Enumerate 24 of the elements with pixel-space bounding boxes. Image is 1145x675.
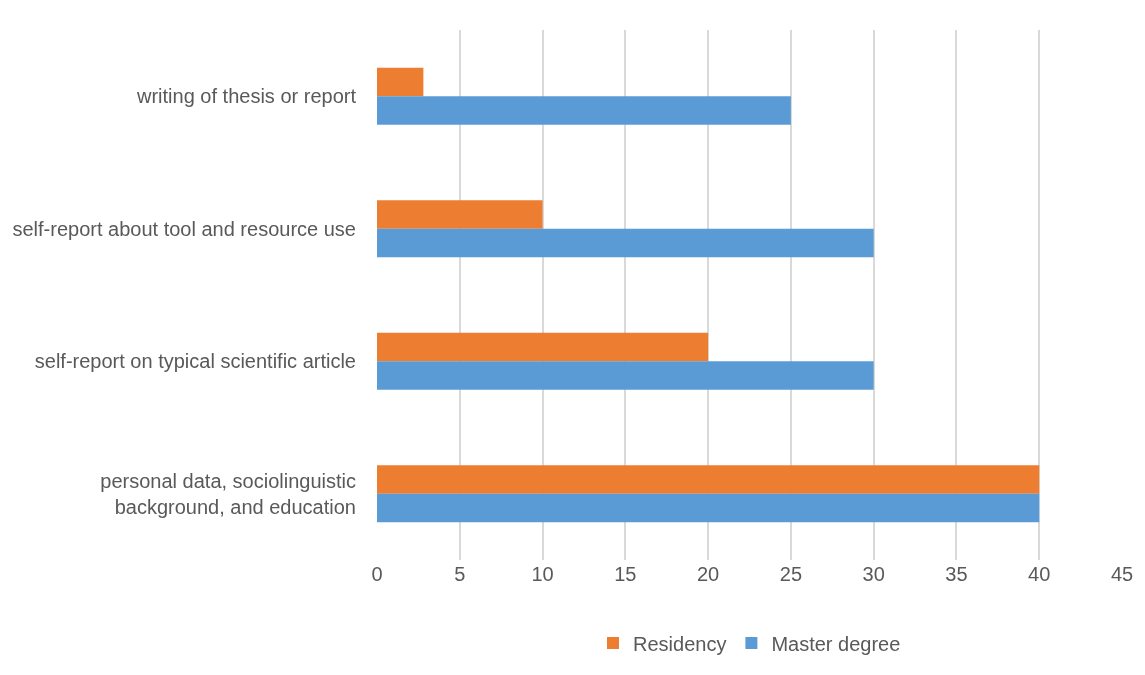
bar [377, 493, 1040, 523]
bar [377, 200, 543, 229]
legend-label: Master degree [771, 632, 901, 655]
x-tick-label: 15 [614, 563, 637, 585]
x-tick-label: 25 [779, 563, 803, 585]
x-tick-label: 35 [945, 563, 968, 585]
x-tick-label: 5 [454, 563, 466, 585]
y-tick-label: writing of thesis or report [136, 85, 357, 108]
bar [377, 465, 1040, 494]
x-tick-label: 0 [371, 563, 383, 585]
bar [377, 96, 791, 125]
x-tick-label: 30 [862, 563, 885, 585]
bar [377, 361, 874, 390]
x-tick-label: 40 [1028, 563, 1051, 585]
y-tick-label: self-report about tool and resource use [12, 217, 356, 240]
y-tick-label: self-report on typical scientific article [34, 350, 356, 373]
x-tick-label: 10 [531, 563, 554, 585]
bar [377, 228, 874, 258]
x-tick-label: 45 [1110, 563, 1134, 585]
bar [377, 67, 424, 97]
legend-label: Residency [633, 632, 727, 655]
bar [377, 332, 709, 362]
x-tick-label: 20 [696, 563, 720, 585]
y-tick-label: personal data, sociolinguistic background, and education [100, 469, 356, 518]
